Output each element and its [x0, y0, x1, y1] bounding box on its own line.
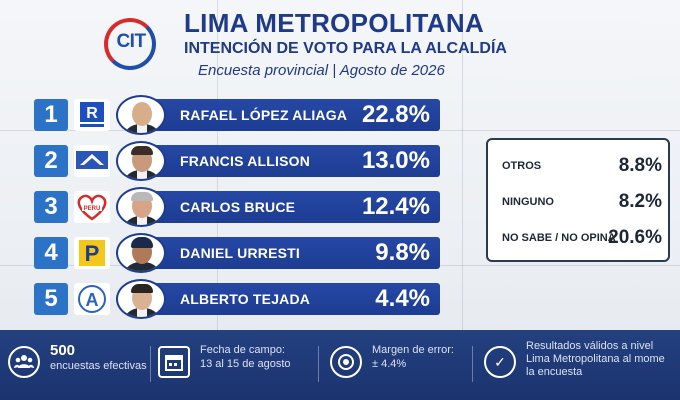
vote-bar: RAFAEL LÓPEZ ALIAGA 22.8% — [140, 99, 440, 131]
candidate-photo — [116, 233, 166, 273]
rank-badge: 1 — [34, 99, 68, 131]
others-label: NO SABE / NO OPINA — [502, 232, 616, 244]
vote-bar: CARLOS BRUCE 12.4% — [140, 191, 440, 223]
margin-label: Margen de error: — [372, 344, 454, 356]
candidate-percentage: 4.4% — [375, 285, 430, 312]
panel-seam — [462, 0, 463, 400]
svg-text:P: P — [85, 241, 100, 266]
candidate-row: 5 A ALBERTO TEJADA 4.4% — [0, 279, 450, 319]
somos-peru-logo-icon: PERU — [74, 191, 110, 223]
fieldwork-label: Fecha de campo: — [200, 344, 285, 356]
vote-bar: DANIEL URRESTI 9.8% — [140, 237, 440, 269]
candidate-percentage: 12.4% — [361, 193, 430, 220]
others-value: 8.2% — [618, 191, 662, 212]
margin-value: ± 4.4% — [372, 358, 407, 370]
page-subtitle: INTENCIÓN DE VOTO PARA LA ALCALDÍA — [184, 40, 507, 57]
others-panel: OTROS 8.8% NINGUNO 8.2% NO SABE / NO OPI… — [486, 138, 670, 262]
avanza-pais-logo-icon — [74, 145, 110, 177]
target-icon — [330, 346, 362, 378]
alianza-progreso-logo-icon: A — [74, 283, 110, 315]
footer-bar: 500 encuestas efectivas Fecha de campo: … — [0, 330, 680, 400]
validity-line-2: Lima Metropolitana al mome — [526, 353, 665, 365]
footer-validity: ✓ Resultados válidos a nivel Lima Metrop… — [484, 340, 680, 388]
logo-text: CIT — [116, 31, 146, 52]
podemos-peru-logo-icon: P — [74, 237, 110, 269]
renovacion-popular-logo-icon: R — [74, 99, 110, 131]
svg-text:PERU: PERU — [84, 206, 101, 212]
footer-margin: Margen de error: ± 4.4% — [330, 340, 470, 388]
calendar-icon — [158, 346, 190, 378]
candidate-photo — [116, 95, 166, 135]
candidate-percentage: 13.0% — [361, 147, 430, 174]
footer-sample: 500 encuestas efectivas — [8, 340, 148, 388]
footer-fieldwork: Fecha de campo: 13 al 15 de agosto — [158, 340, 308, 388]
candidate-name: CARLOS BRUCE — [180, 199, 296, 215]
validity-line-3: la encuesta — [526, 366, 583, 378]
footer-divider — [472, 346, 473, 382]
svg-text:A: A — [86, 290, 99, 310]
candidate-percentage: 22.8% — [361, 101, 430, 128]
candidate-row: 1 R RAFAEL LÓPEZ ALIAGA 22.8% — [0, 95, 450, 135]
candidate-photo — [116, 187, 166, 227]
candidate-name: FRANCIS ALLISON — [180, 153, 311, 169]
candidate-photo — [116, 279, 166, 319]
rank-badge: 5 — [34, 283, 68, 315]
others-label: NINGUNO — [502, 196, 554, 208]
candidate-name: DANIEL URRESTI — [180, 245, 300, 261]
candidate-row: 4 P DANIEL URRESTI 9.8% — [0, 233, 450, 273]
page-title: LIMA METROPOLITANA — [184, 8, 485, 38]
check-circle-icon: ✓ — [484, 346, 516, 378]
candidate-photo — [116, 141, 166, 181]
candidate-row: 2 FRANCIS ALLISON 13.0% — [0, 141, 450, 181]
cit-logo: CIT — [104, 18, 162, 76]
vote-bar: ALBERTO TEJADA 4.4% — [140, 283, 440, 315]
others-row: NINGUNO 8.2% — [488, 188, 672, 216]
logo-ring — [104, 18, 156, 70]
validity-line-1: Resultados válidos a nivel — [526, 340, 654, 352]
others-value: 8.8% — [618, 155, 662, 176]
candidate-percentage: 9.8% — [375, 239, 430, 266]
others-row: OTROS 8.8% — [488, 152, 672, 180]
footer-divider — [150, 346, 151, 382]
fieldwork-value: 13 al 15 de agosto — [200, 358, 291, 370]
footer-divider — [318, 346, 319, 382]
candidate-name: ALBERTO TEJADA — [180, 291, 311, 307]
sample-number: 500 — [50, 342, 76, 359]
svg-text:R: R — [86, 105, 98, 122]
rank-badge: 4 — [34, 237, 68, 269]
people-icon — [8, 346, 40, 378]
others-label: OTROS — [502, 160, 542, 172]
candidate-name: RAFAEL LÓPEZ ALIAGA — [180, 107, 348, 123]
others-row: NO SABE / NO OPINA 20.6% — [488, 224, 672, 252]
rank-badge: 2 — [34, 145, 68, 177]
vote-bar: FRANCIS ALLISON 13.0% — [140, 145, 440, 177]
rank-badge: 3 — [34, 191, 68, 223]
others-value: 20.6% — [608, 227, 662, 248]
candidate-row: 3 PERU CARLOS BRUCE 12.4% — [0, 187, 450, 227]
survey-line: Encuesta provincial | Agosto de 2026 — [198, 62, 445, 79]
sample-label: encuestas efectivas — [50, 360, 147, 372]
